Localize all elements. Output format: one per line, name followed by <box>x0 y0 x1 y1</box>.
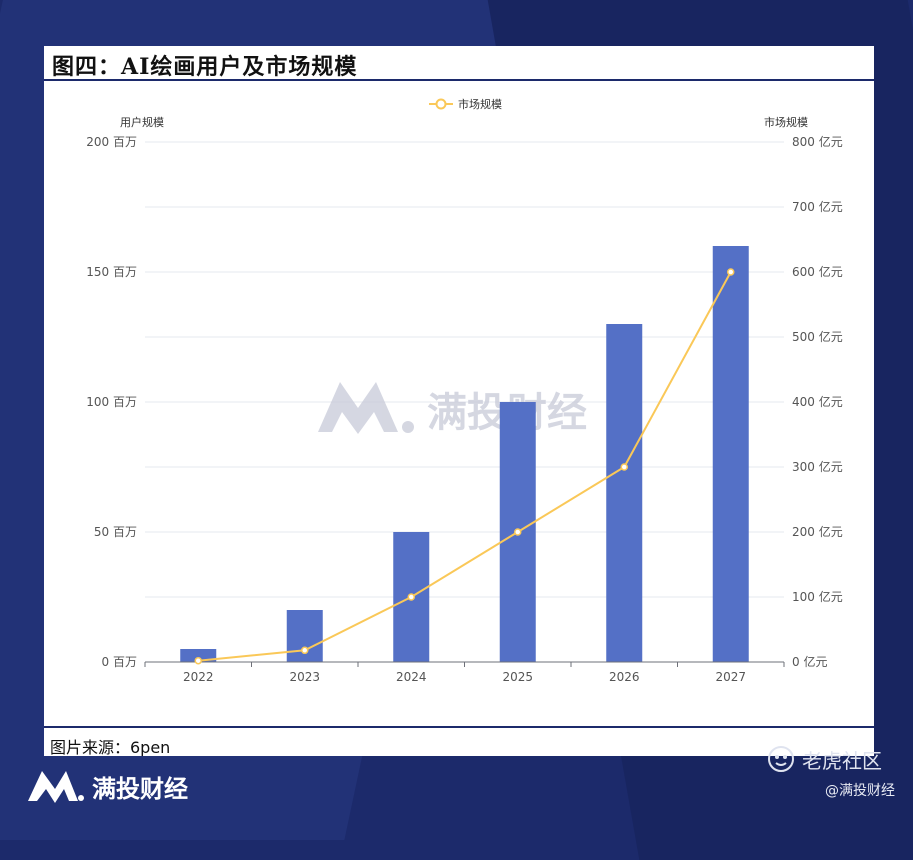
bar <box>712 246 749 662</box>
x-tick-label: 2026 <box>609 670 640 684</box>
watermark-logo-icon <box>318 382 414 434</box>
bar <box>180 649 217 662</box>
legend: 市场规模 <box>429 97 502 111</box>
x-tick-label: 2027 <box>715 670 746 684</box>
y-right-axis-title: 市场规模 <box>764 115 808 129</box>
line-point <box>301 646 309 655</box>
brand-name: 满投财经 <box>92 774 188 803</box>
community-badge: 老虎社区 <box>766 744 882 774</box>
y-right-tick-label: 300 亿元 <box>792 459 843 474</box>
line-point <box>407 593 415 601</box>
line-point <box>194 656 202 665</box>
line-series <box>194 268 735 665</box>
chart-card: 图四：AI绘画用户及市场规模 满投财经 0 百万 50 百万 100 百万 150 百… <box>44 46 874 756</box>
title-bar: 图四：AI绘画用户及市场规模 <box>44 46 874 81</box>
brand: 满投财经 <box>26 766 188 806</box>
x-tick-label: 2023 <box>289 670 320 684</box>
y-right-tick-label: 500 亿元 <box>792 329 843 344</box>
y-left-tick-label: 150 百万 <box>86 265 137 279</box>
line-point <box>727 268 735 276</box>
chart-title: 图四：AI绘画用户及市场规模 <box>52 54 358 80</box>
y-right-tick-label: 800 亿元 <box>792 134 843 149</box>
y-left-tick-label: 50 百万 <box>94 525 137 539</box>
x-tick-label: 2024 <box>396 670 427 684</box>
legend-label: 市场规模 <box>458 97 502 111</box>
market-size-line <box>198 271 732 662</box>
bar <box>286 610 323 662</box>
m-logo-icon <box>28 771 84 803</box>
line-point <box>620 463 628 471</box>
y-left-tick-label: 0 百万 <box>102 655 137 669</box>
legend-marker <box>435 98 447 110</box>
bars <box>180 246 749 662</box>
y-right-tick-label: 600 亿元 <box>792 264 843 279</box>
combo-chart: 满投财经 0 百万 50 百万 100 百万 150 百万 200 百万 0 亿元 100 … <box>86 97 842 684</box>
y-right-tick-label: 0 亿元 <box>792 654 827 669</box>
y-right-tick-label: 100 亿元 <box>792 589 843 604</box>
tiger-icon <box>768 746 794 772</box>
y-left-tick-label: 200 百万 <box>86 135 137 149</box>
x-tick-label: 2022 <box>183 670 214 684</box>
source-note: 图片来源：6pen <box>50 738 171 756</box>
source-bar: 图片来源：6pen <box>44 726 874 756</box>
y-right-tick-label: 400 亿元 <box>792 394 843 409</box>
y-right-tick-label: 700 亿元 <box>792 199 843 214</box>
community-name: 老虎社区 <box>802 748 882 773</box>
y-right-tick-label: 200 亿元 <box>792 524 843 539</box>
gridlines <box>145 141 784 598</box>
y-left-axis-title: 用户规模 <box>120 115 164 129</box>
axes: 0 百万 50 百万 100 百万 150 百万 200 百万 0 亿元 100 亿元 200… <box>86 115 842 684</box>
line-point <box>514 528 522 536</box>
bar <box>606 324 643 662</box>
x-tick-label: 2025 <box>502 670 533 684</box>
author-handle: @满投财经 <box>825 783 895 799</box>
watermark: 满投财经 <box>318 382 587 436</box>
y-left-tick-label: 100 百万 <box>86 395 137 409</box>
